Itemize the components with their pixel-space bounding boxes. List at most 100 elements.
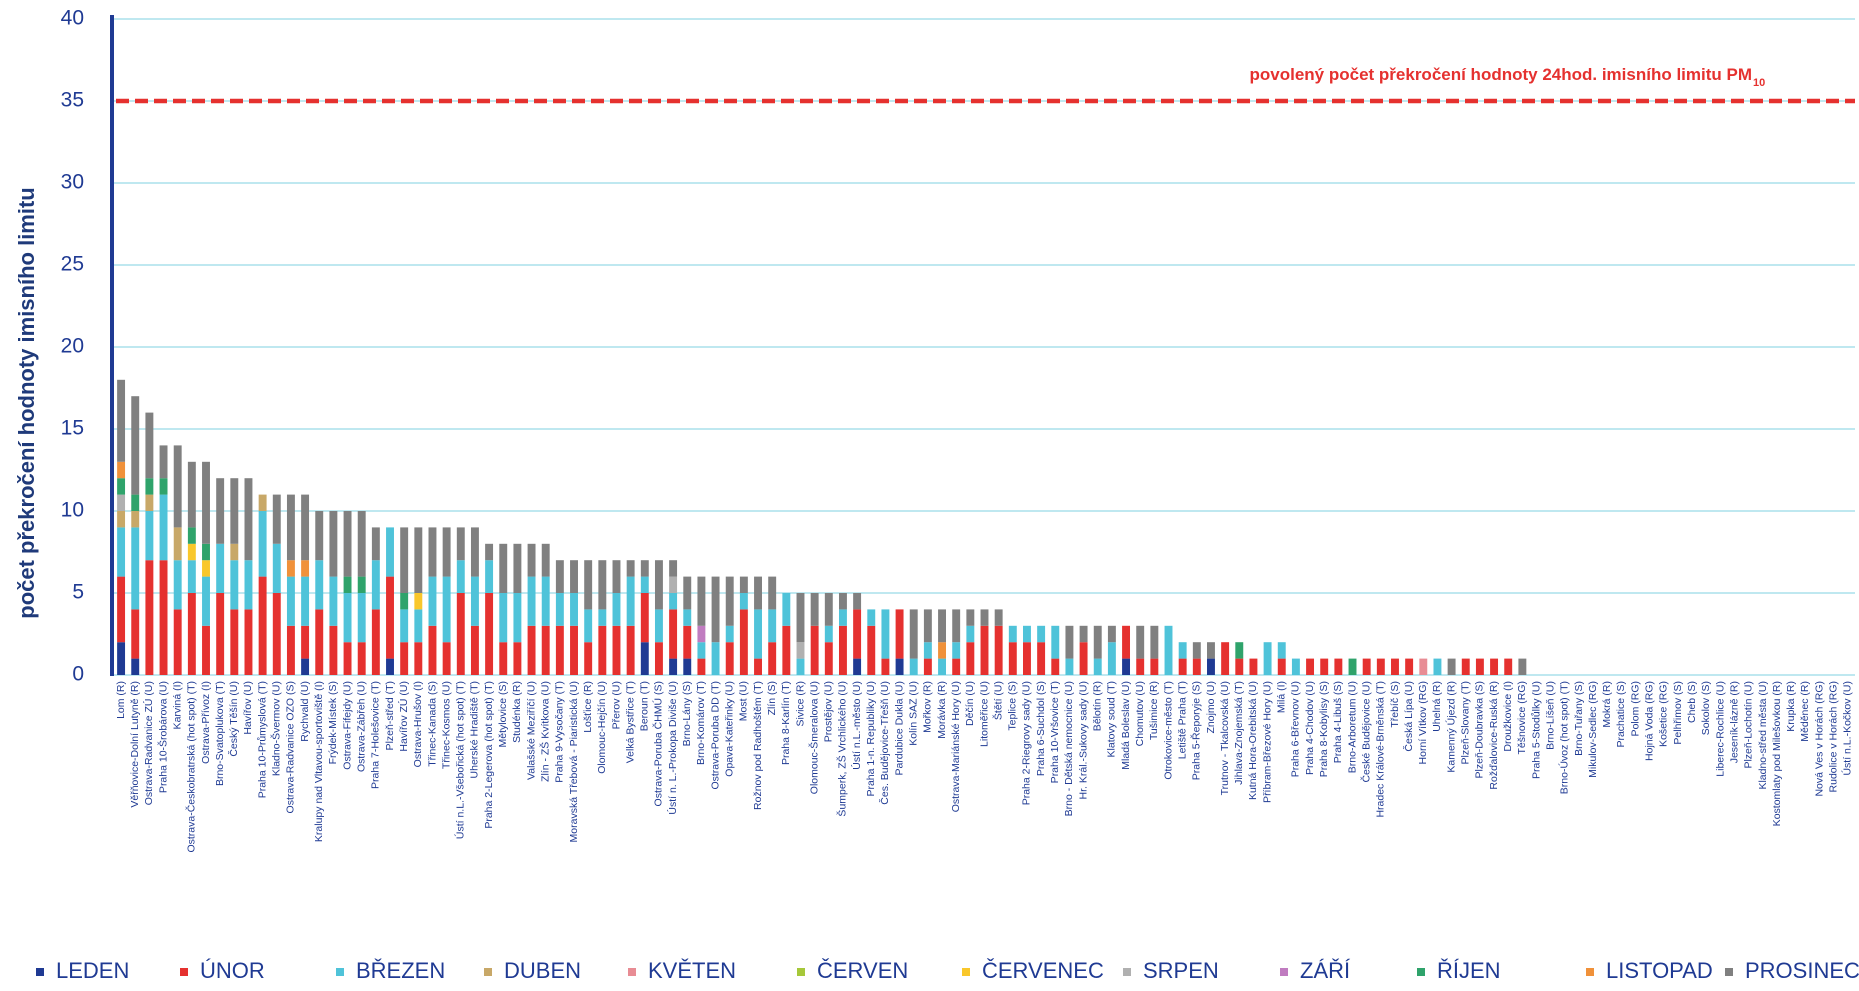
bar-segment (499, 642, 508, 675)
x-tick-label: Ostrava-Mariánské Hory (U) (950, 681, 962, 812)
bar-segment (202, 461, 210, 544)
bar-segment (711, 642, 720, 675)
x-tick-label: Měděnec (R) (1799, 681, 1811, 742)
bar-segment (131, 494, 140, 511)
x-tick-label: Kralupy nad Vltavou-sportoviště (I) (313, 681, 325, 842)
legend-label: SRPEN (1143, 958, 1219, 983)
bar-segment (768, 642, 777, 675)
bar-segment (555, 560, 564, 593)
bar-segment (1136, 625, 1145, 659)
y-tick-label: 10 (61, 499, 84, 522)
x-tick-label: Třebíč (S) (1389, 681, 1401, 728)
x-tick-label: Opava-Kateřinky (U) (724, 681, 736, 777)
bar-segment (994, 625, 1003, 675)
bar-segment (371, 609, 380, 675)
x-tick-label: Praha 8-Karlín (T) (780, 681, 792, 765)
bar-segment (216, 593, 225, 675)
x-tick-label: Praha 10-Šrobárova (U) (156, 681, 169, 793)
bar-segment (1461, 658, 1470, 675)
x-tick-label: Praha 5-Stodůlky (U) (1530, 681, 1542, 779)
x-tick-label: Čes. Budějovice-Třešň (U) (878, 681, 891, 805)
bar-segment (400, 609, 409, 643)
bar-segment (187, 560, 196, 593)
x-tick-label: Praha 8-Kobylisy (S) (1318, 681, 1330, 777)
bar-segment (173, 527, 182, 561)
bar-segment (697, 576, 706, 626)
x-tick-label: Litoměřice (U) (978, 681, 990, 747)
bar-segment (838, 593, 847, 610)
x-tick-label: Beroun (T) (639, 681, 651, 731)
x-tick-label: Otrokovice-město (T) (1162, 681, 1174, 780)
bar-segment (541, 543, 550, 577)
bar-segment (824, 625, 833, 643)
x-tick-label: Velká Bystřice (T) (624, 681, 636, 763)
bar-segment (669, 560, 678, 577)
x-tick-label: Havířov ZÚ (U) (397, 681, 410, 752)
bar-segment (966, 642, 975, 675)
bar-segment (1093, 625, 1102, 659)
bar-segment (187, 461, 196, 528)
bar-segment (527, 625, 536, 675)
bar-segment (258, 576, 267, 675)
y-tick-label: 25 (61, 253, 84, 276)
x-tick-label: Nová Ves v Horách (RG) (1813, 681, 1825, 797)
bar-segment (513, 642, 522, 675)
bar-segment (669, 658, 678, 675)
bar-segment (584, 642, 593, 675)
bar-segment (1008, 642, 1017, 675)
y-tick-label: 15 (61, 417, 84, 440)
bar-segment (187, 543, 196, 561)
bar-segment (244, 560, 253, 610)
bar-segment (272, 593, 281, 675)
bar-segment (1136, 658, 1145, 675)
legend-label: ČERVENEC (982, 958, 1104, 983)
x-tick-label: Těšnovice (RG) (1516, 681, 1528, 755)
bar-segment (470, 625, 479, 675)
bar-segment (1164, 625, 1173, 675)
x-tick-label: Liberec-Rochlice (U) (1714, 681, 1726, 777)
x-tick-label: Štětí (U) (991, 681, 1004, 720)
bar-segment (117, 642, 126, 675)
bar-segment (555, 593, 564, 626)
bar-segment (145, 511, 154, 561)
bar-segment (1192, 642, 1201, 659)
x-tick-label: Droužkovice (I) (1502, 681, 1514, 752)
bar-segment (456, 593, 465, 675)
x-tick-label: Uherské Hradiště (T) (469, 681, 481, 778)
x-tick-label: Brno-Arboretum (U) (1346, 681, 1358, 773)
legend-label: ŘÍJEN (1437, 958, 1501, 983)
bar-segment (428, 576, 437, 626)
x-tick-label: Ostrava-Hrušov (I) (412, 681, 424, 767)
x-tick-label: Sivice (R) (794, 681, 806, 727)
bar-segment (400, 527, 409, 593)
bar-segment (952, 658, 961, 675)
bar-segment (739, 576, 748, 593)
x-tick-label: Pardubice Dukla (U) (893, 681, 905, 776)
bar-segment (272, 543, 281, 593)
bar-segment (1504, 658, 1513, 675)
bar-segment (1051, 625, 1060, 659)
x-tick-label: Košetice (RG) (1658, 681, 1670, 747)
bar-segment (711, 576, 720, 643)
bar-segment (1433, 658, 1442, 675)
bar-segment (499, 543, 508, 593)
bar-segment (357, 576, 366, 593)
bar-segment (357, 642, 366, 675)
legend-label: KVĚTEN (648, 958, 736, 983)
bar-segment (980, 609, 989, 626)
bar-segment (386, 576, 394, 659)
bar-segment (230, 560, 239, 610)
bar-segment (1490, 658, 1499, 675)
x-tick-label: Karviná (I) (171, 681, 183, 729)
bar-segment (173, 445, 182, 528)
bar-segment (1405, 658, 1414, 675)
bar-segment (683, 625, 692, 659)
bar-segment (754, 576, 762, 610)
x-tick-label: Kutná Hora-Orebitská (U) (1247, 681, 1259, 800)
x-tick-label: Horní Vítkov (RG) (1417, 681, 1429, 764)
bar-segment (824, 593, 833, 626)
x-tick-label: Polom (RG) (1629, 681, 1641, 736)
x-tick-label: Ústí n.L.-Všebořická (hot spot) (T) (454, 681, 467, 839)
x-tick-label: Kamenný Újezd (R) (1444, 681, 1457, 773)
y-tick-label: 5 (72, 581, 84, 604)
